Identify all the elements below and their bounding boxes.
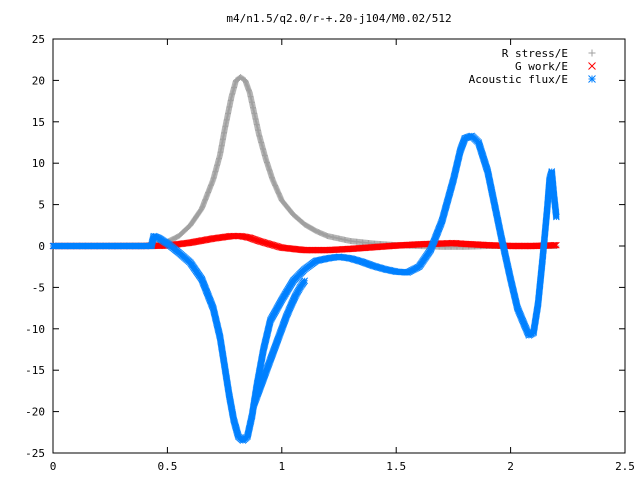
x-tick-label: 1 <box>278 460 285 473</box>
x-tick-label: 2 <box>507 460 514 473</box>
data-point <box>273 242 281 250</box>
data-point <box>256 238 264 245</box>
x-tick-label: 1.5 <box>386 460 406 473</box>
data-point <box>553 241 560 249</box>
y-tick-label: 25 <box>32 33 45 46</box>
axes: 0 0.5 1 1.5 2 2.5 -25 -20 -15 -10 -5 0 5 10 15 20 25 <box>25 33 635 473</box>
data-point <box>274 243 282 250</box>
y-tick-label: -20 <box>25 406 45 419</box>
y-tick-label: 0 <box>38 240 45 253</box>
y-tick-label: 15 <box>32 116 45 129</box>
data-point <box>270 242 278 249</box>
y-tick-label: -10 <box>25 323 45 336</box>
y-tick-label: 20 <box>32 74 45 87</box>
y-tick-label: -15 <box>25 364 45 377</box>
data-point <box>553 213 560 221</box>
data-point <box>269 241 277 249</box>
y-tick-label: 10 <box>32 157 45 170</box>
data-marks <box>49 74 560 444</box>
data-point <box>268 241 275 249</box>
data-point <box>272 242 279 250</box>
chart-title: m4/n1.5/q2.0/r-+.20-j104/M0.02/512 <box>226 12 451 25</box>
y-tick-label: -25 <box>25 447 45 460</box>
x-tick-label: 0 <box>50 460 57 473</box>
data-point <box>551 241 559 249</box>
legend-label: Acoustic flux/E <box>469 73 568 86</box>
data-point <box>250 399 258 407</box>
data-point <box>261 239 269 247</box>
legend-label: R stress/E <box>502 47 568 60</box>
data-point <box>258 238 265 246</box>
data-point <box>253 236 260 244</box>
legend-label: G work/E <box>515 60 568 73</box>
data-point <box>550 241 558 249</box>
data-point <box>263 239 270 247</box>
legend-marker <box>588 75 596 83</box>
data-point <box>260 239 268 246</box>
data-point <box>254 237 262 244</box>
x-tick-label: 2.5 <box>615 460 635 473</box>
series-3 <box>49 132 560 444</box>
y-tick-label: -5 <box>32 281 45 294</box>
data-point <box>264 240 272 247</box>
data-point <box>265 240 273 248</box>
data-point <box>255 237 263 245</box>
x-tick-label: 0.5 <box>157 460 177 473</box>
data-point <box>259 238 267 246</box>
y-tick-label: 5 <box>38 199 45 212</box>
data-point <box>267 240 274 248</box>
